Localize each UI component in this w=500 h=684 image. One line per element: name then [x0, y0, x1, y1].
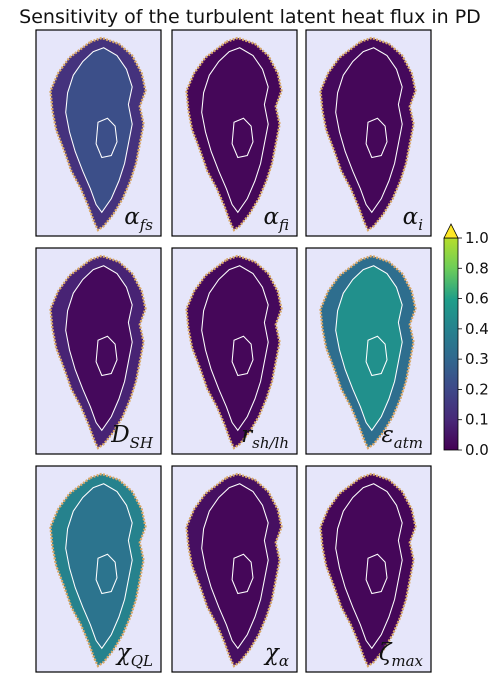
map-panel: εatm — [305, 247, 432, 455]
ice-sheet-contour — [201, 265, 269, 432]
ice-sheet-contour — [201, 47, 269, 214]
panel-label: αfi — [263, 204, 289, 234]
chart-title: Sensitivity of the turbulent latent heat… — [19, 6, 481, 28]
colorbar-tick-label: 0.3 — [465, 350, 489, 368]
ice-sheet-contour — [65, 265, 133, 432]
colorbar-extend-arrow — [443, 223, 459, 239]
greenland-map — [319, 472, 417, 668]
ice-sheet-contour — [335, 483, 403, 650]
ice-sheet-contour — [335, 47, 403, 214]
greenland-map — [319, 36, 417, 232]
ice-divide-contour — [365, 117, 388, 159]
map-panel: rsh/lh — [171, 247, 298, 455]
greenland-map — [49, 254, 147, 450]
colorbar-tick-label: 1.0 — [465, 229, 489, 247]
ice-divide-contour — [365, 335, 388, 377]
greenland-map — [185, 36, 283, 232]
panel-label: rsh/lh — [241, 422, 289, 452]
panel-label: αfs — [124, 204, 153, 234]
greenland-map — [185, 472, 283, 668]
map-panel: DSH — [35, 247, 162, 455]
greenland-map — [49, 472, 147, 668]
ice-divide-contour — [365, 553, 388, 595]
ice-sheet-contour — [335, 265, 403, 432]
colorbar-tick-label: 0.8 — [465, 259, 489, 277]
panel-label: χQL — [115, 640, 153, 670]
ice-sheet-contour — [65, 47, 133, 214]
ice-sheet-contour — [65, 483, 133, 650]
colorbar: 0.0 0.1 0.2 0.3 0.4 0.6 0.8 1.0 — [443, 223, 489, 459]
map-panel: αi — [305, 29, 432, 237]
greenland-map — [49, 36, 147, 232]
ice-divide-contour — [231, 553, 254, 595]
ice-divide-contour — [231, 117, 254, 159]
colorbar-gradient — [443, 237, 459, 451]
colorbar-tick-label: 0.6 — [465, 290, 489, 308]
greenland-map — [319, 254, 417, 450]
panel-label: εatm — [381, 422, 423, 452]
panel-grid: αfs αfi αi DSH rsh/lh εatm χQL χα ζmax — [35, 29, 432, 673]
colorbar-tick-label: 0.4 — [465, 320, 489, 338]
map-panel: αfs — [35, 29, 162, 237]
colorbar-tick-label: 0.1 — [465, 411, 489, 429]
ice-divide-contour — [231, 335, 254, 377]
map-panel: χα — [171, 465, 298, 673]
map-panel: αfi — [171, 29, 298, 237]
greenland-map — [185, 254, 283, 450]
colorbar-tick-label: 0.2 — [465, 380, 489, 398]
panel-label: DSH — [110, 422, 154, 452]
panel-label: ζmax — [379, 640, 424, 670]
colorbar-tick-label: 0.0 — [465, 441, 489, 459]
ice-divide-contour — [95, 335, 118, 377]
ice-divide-contour — [95, 553, 118, 595]
panel-label: αi — [403, 204, 424, 234]
ice-divide-contour — [95, 117, 118, 159]
panel-label: χα — [263, 640, 289, 670]
ice-sheet-contour — [201, 483, 269, 650]
map-panel: ζmax — [305, 465, 432, 673]
map-panel: χQL — [35, 465, 162, 673]
